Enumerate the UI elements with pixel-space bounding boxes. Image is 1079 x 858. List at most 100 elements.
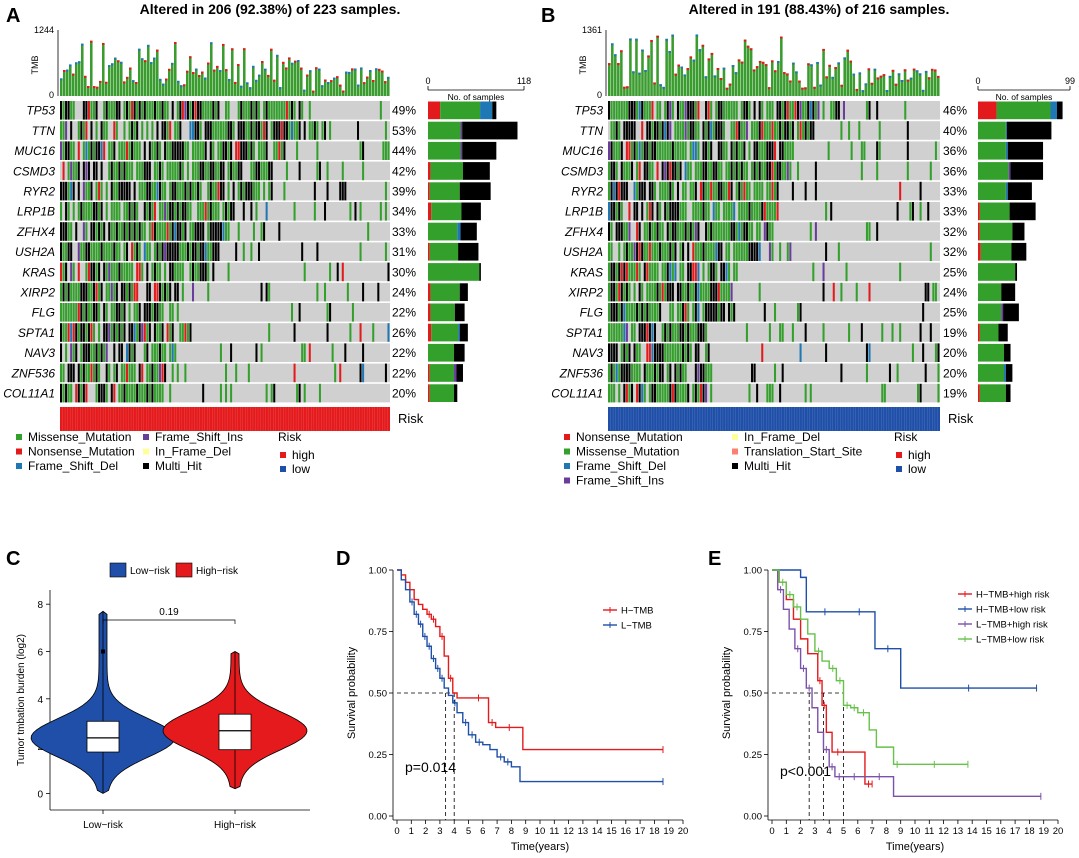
tmb-bar — [716, 68, 720, 96]
matrix-cell — [743, 202, 746, 221]
matrix-cell — [766, 101, 769, 120]
tmb-bar-cap — [192, 71, 195, 74]
matrix-cell — [70, 303, 73, 322]
matrix-cell — [809, 121, 812, 140]
matrix-cell — [138, 101, 141, 120]
matrix-cell — [181, 101, 184, 120]
tmb-bar-cap — [695, 34, 699, 37]
matrix-cell — [70, 383, 73, 403]
matrix-cell — [664, 383, 667, 403]
tmb-bar — [75, 62, 78, 96]
matrix-cell — [179, 323, 182, 342]
matrix-cell — [684, 282, 687, 302]
matrix-cell — [710, 222, 713, 241]
matrix-cell — [62, 121, 65, 140]
matrix-cell — [656, 282, 659, 302]
matrix-cell — [756, 222, 759, 241]
matrix-cell — [848, 323, 851, 342]
matrix-cell — [166, 222, 169, 241]
matrix-cell — [225, 222, 228, 241]
tmb-bar — [912, 68, 916, 96]
tmb-bar-cap — [165, 78, 168, 81]
matrix-cell — [689, 323, 692, 342]
matrix-cell — [735, 121, 738, 140]
matrix-cell — [60, 222, 63, 241]
matrix-cell — [679, 141, 682, 160]
matrix-cell — [62, 141, 65, 160]
legend-swatch — [564, 448, 570, 455]
matrix-cell — [710, 242, 713, 261]
tmb-bar-cap — [635, 38, 638, 41]
matrix-cell — [643, 101, 646, 120]
tmb-bar-cap — [369, 70, 372, 73]
matrix-cell — [192, 121, 195, 140]
matrix-cell — [659, 363, 662, 383]
matrix-cell — [65, 343, 68, 362]
tmb-bar — [804, 87, 807, 96]
matrix-cell — [748, 242, 751, 261]
tmb-bar-cap — [921, 89, 925, 92]
matrix-cell — [745, 222, 748, 241]
matrix-cell — [679, 323, 682, 342]
tmb-bar-cap — [138, 48, 141, 51]
matrix-cell — [186, 202, 189, 221]
matrix-cell — [207, 262, 210, 282]
matrix-cell — [659, 202, 662, 221]
tmb-bar-cap — [650, 40, 653, 43]
side-bar-segment — [457, 222, 461, 241]
side-bar-segment — [1004, 364, 1006, 382]
matrix-cell — [181, 242, 184, 261]
matrix-cell — [65, 262, 68, 282]
matrix-cell — [362, 363, 365, 383]
side-bar-segment — [1011, 242, 1027, 261]
matrix-cell — [362, 282, 365, 302]
matrix-cell — [359, 141, 362, 160]
matrix-cell — [148, 202, 151, 221]
x-tick-label: 8 — [884, 826, 889, 837]
matrix-cell — [159, 303, 162, 322]
matrix-cell — [850, 141, 853, 160]
matrix-cell — [62, 222, 65, 241]
matrix-cell — [638, 161, 641, 181]
tmb-bar — [707, 58, 711, 96]
matrix-cell — [194, 222, 197, 241]
matrix-cell — [694, 202, 697, 221]
matrix-cell — [615, 262, 618, 282]
matrix-cell — [613, 101, 616, 120]
matrix-cell — [242, 121, 245, 140]
matrix-cell — [93, 161, 96, 181]
matrix-cell — [136, 121, 139, 140]
matrix-cell — [171, 161, 174, 181]
matrix-cell — [176, 282, 179, 302]
matrix-cell — [128, 141, 131, 160]
matrix-cell — [171, 101, 174, 120]
matrix-cell — [171, 242, 174, 261]
tmb-bar-cap — [825, 76, 828, 79]
matrix-cell — [717, 141, 720, 160]
matrix-cell — [207, 202, 210, 221]
matrix-cell — [138, 363, 141, 383]
matrix-cell — [676, 303, 679, 322]
tmb-bar-cap — [81, 43, 84, 46]
tmb-bar — [623, 86, 626, 96]
matrix-cell — [113, 161, 116, 181]
matrix-cell — [774, 141, 777, 160]
tmb-bar-cap — [927, 77, 931, 80]
matrix-cell — [697, 161, 700, 181]
matrix-cell — [80, 303, 83, 322]
matrix-cell — [128, 303, 131, 322]
matrix-cell — [697, 242, 700, 261]
tmb-axis-label: TMB — [578, 56, 588, 75]
matrix-cell — [651, 141, 654, 160]
matrix-cell — [751, 242, 754, 261]
matrix-cell — [384, 242, 387, 261]
matrix-cell — [730, 282, 733, 302]
matrix-cell — [835, 101, 838, 120]
matrix-cell — [638, 282, 641, 302]
matrix-cell — [82, 141, 85, 160]
matrix-cell — [702, 383, 705, 403]
matrix-cell — [636, 303, 639, 322]
matrix-cell — [67, 202, 70, 221]
matrix-cell — [689, 101, 692, 120]
matrix-cell — [722, 181, 725, 201]
